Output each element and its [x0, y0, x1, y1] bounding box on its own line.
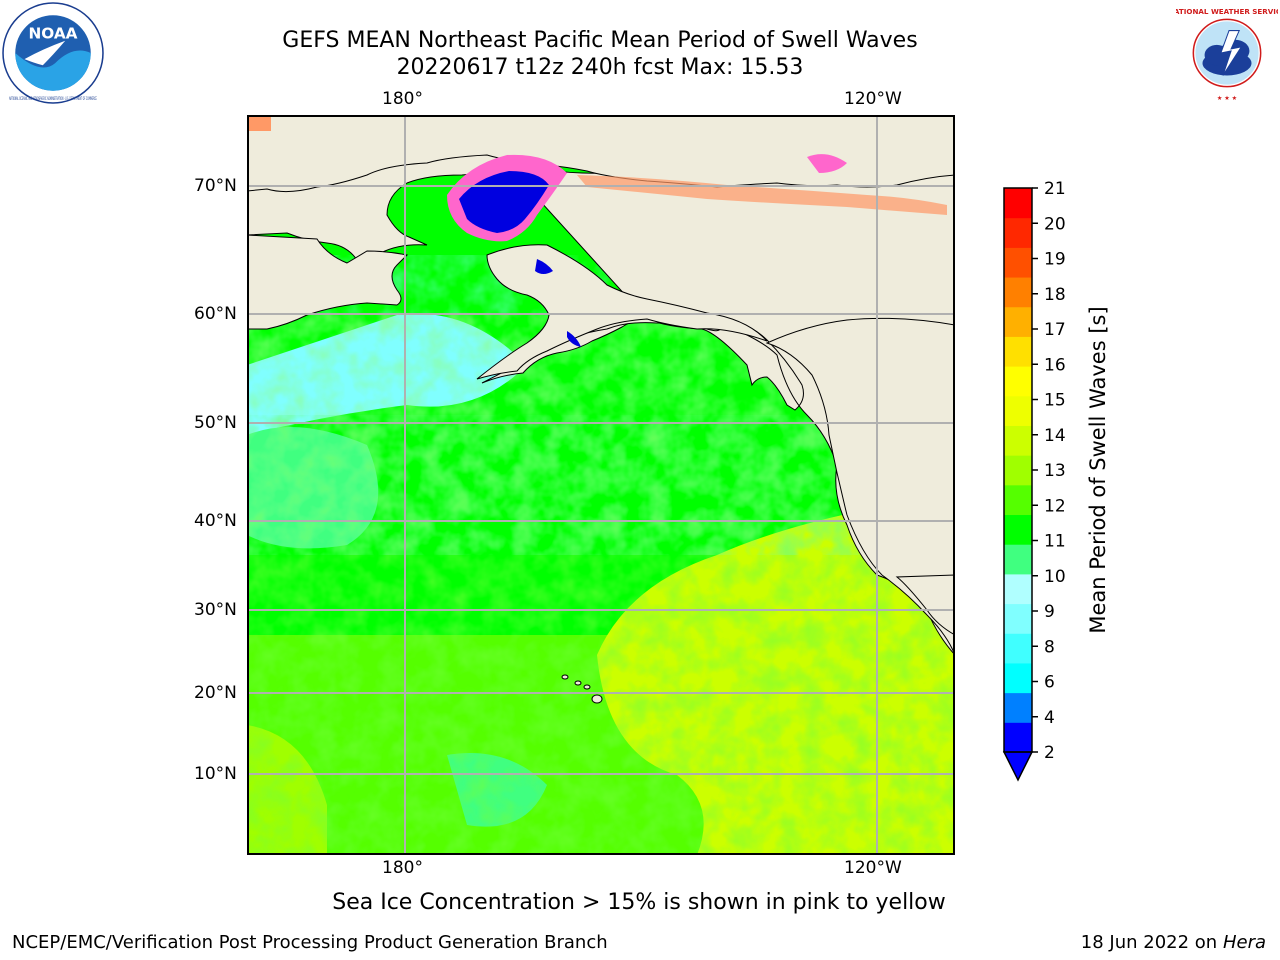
- colorbar-tick-label: 14: [1044, 426, 1066, 446]
- lat-label-20n: 20°N: [194, 683, 237, 703]
- colorbar-tick-label: 21: [1044, 180, 1066, 199]
- colorbar-band: [1004, 603, 1032, 634]
- colorbar-extend-triangle: [1002, 751, 1034, 782]
- footer-machine: Hera: [1222, 932, 1266, 953]
- colorbar-band: [1004, 633, 1032, 664]
- lat-label-70n: 70°N: [194, 176, 237, 196]
- colorbar-band: [1004, 188, 1032, 219]
- sea-ice-beaufort: [807, 154, 847, 173]
- colorbar-band: [1004, 277, 1032, 308]
- swell-period-map: [247, 115, 955, 855]
- lon-label-bottom-180: 180°: [382, 858, 423, 878]
- colorbar-band: [1004, 484, 1032, 516]
- colorbar-tick-label: 2: [1044, 743, 1055, 763]
- colorbar-band: [1004, 395, 1032, 426]
- colorbar-tick-label: 10: [1044, 567, 1066, 587]
- land-chukotka: [247, 234, 409, 330]
- colorbar-band: [1004, 692, 1032, 723]
- colorbar-tick-label: 8: [1044, 637, 1055, 657]
- footer-date-text: 18 Jun 2022 on: [1080, 932, 1218, 953]
- map-frame: [247, 115, 955, 855]
- noaa-logo-text: NOAA: [28, 25, 77, 43]
- lon-label-bottom-120w: 120°W: [844, 858, 902, 878]
- swell-blue-bristol: [535, 259, 553, 274]
- colorbar-band: [1004, 366, 1032, 397]
- graticule: [247, 115, 955, 855]
- lon-label-top-120w: 120°W: [844, 89, 902, 109]
- colorbar-band: [1004, 425, 1032, 456]
- colorbar-title: Mean Period of Swell Waves [s]: [1086, 306, 1110, 634]
- footer-branch: NCEP/EMC/Verification Post Processing Pr…: [12, 932, 608, 953]
- colorbar-tick-label: 18: [1044, 285, 1066, 305]
- colorbar-tick-label: 16: [1044, 355, 1066, 375]
- map-title: GEFS MEAN Northeast Pacific Mean Period …: [282, 28, 918, 53]
- colorbar-band: [1004, 722, 1032, 753]
- colorbar-band: [1004, 336, 1032, 367]
- land-alaska-main: [476, 244, 768, 380]
- colorbar-band: [1004, 247, 1032, 278]
- colorbar: 21 20 19 18 17 16 15 14 13 12 11 10 9 8 6 4 2: [1002, 180, 1066, 782]
- lat-label-10n: 10°N: [194, 764, 237, 784]
- colorbar-band: [1004, 573, 1032, 605]
- colorbar-tick-label: 17: [1044, 320, 1066, 340]
- colorbar-tick-label: 19: [1044, 250, 1066, 270]
- nws-ring-text: NATIONAL WEATHER SERVICE: [1176, 7, 1278, 16]
- colorbar-tick-label: 12: [1044, 496, 1066, 516]
- noaa-logo: NOAA NATIONAL OCEANIC AND ATMOSPHERIC AD…: [2, 2, 104, 104]
- colorbar-band: [1004, 217, 1032, 248]
- sea-ice-footnote: Sea Ice Concentration > 15% is shown in …: [332, 890, 946, 915]
- colorbar-band: [1004, 455, 1032, 486]
- colorbar-tick-label: 6: [1044, 673, 1055, 693]
- colorbar-band: [1004, 662, 1032, 694]
- colorbar-tick-label: 20: [1044, 214, 1066, 234]
- colorbar-band: [1004, 514, 1032, 545]
- colorbar-bands: [1004, 188, 1032, 753]
- colorbar-band: [1004, 306, 1032, 337]
- colorbar-tick-label: 11: [1044, 532, 1066, 552]
- lat-label-50n: 50°N: [194, 413, 237, 433]
- lat-label-60n: 60°N: [194, 304, 237, 324]
- noaa-ring-text: NATIONAL OCEANIC AND ATMOSPHERIC ADMINIS…: [9, 96, 97, 101]
- nws-logo: NATIONAL WEATHER SERVICE ★ ★ ★: [1176, 3, 1278, 103]
- colorbar-ticks: 21 20 19 18 17 16 15 14 13 12 11 10 9 8 6 4 2: [1032, 180, 1066, 763]
- lat-label-30n: 30°N: [194, 600, 237, 620]
- footer-date: 18 Jun 2022 on Hera: [1081, 932, 1266, 953]
- swell-blue-cook: [567, 331, 581, 347]
- hawaiian-islands: [561, 674, 603, 704]
- colorbar-tick-label: 13: [1044, 461, 1066, 481]
- map-subtitle: 20220617 t12z 240h fcst Max: 15.53: [396, 55, 804, 80]
- colorbar-tick-label: 4: [1044, 708, 1055, 728]
- sea-ice-corner: [247, 115, 271, 131]
- svg-text:★ ★ ★: ★ ★ ★: [1217, 95, 1238, 102]
- lon-label-top-180: 180°: [382, 89, 423, 109]
- colorbar-tick-label: 15: [1044, 391, 1066, 411]
- colorbar-tick-label: 9: [1044, 602, 1055, 622]
- land-canada-west-coast: [765, 317, 955, 656]
- colorbar-band: [1004, 544, 1032, 575]
- lat-label-40n: 40°N: [194, 511, 237, 531]
